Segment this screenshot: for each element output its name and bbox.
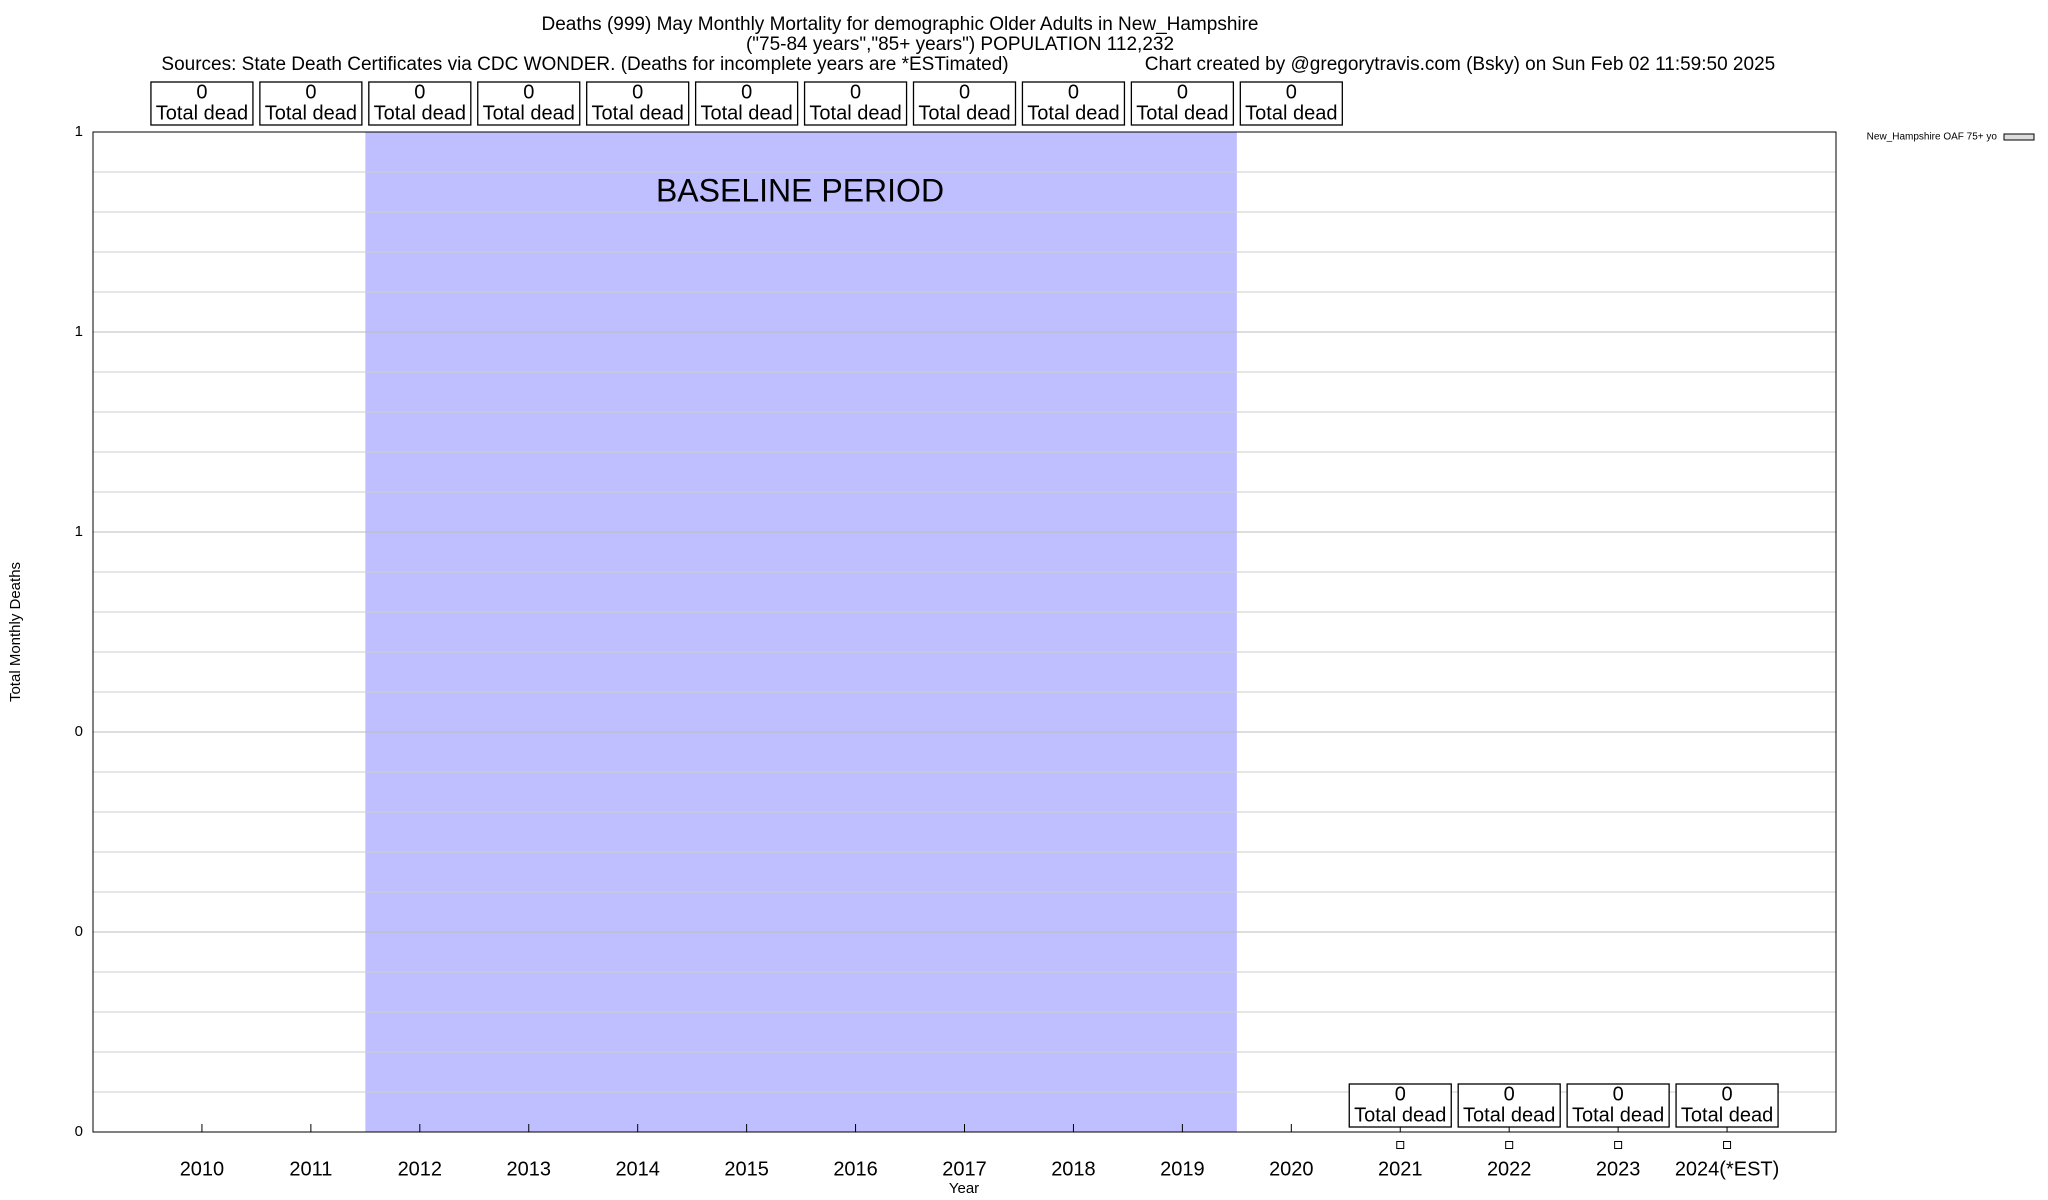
baseline-total-box (1239, 81, 1343, 126)
baseline-region (365, 132, 1237, 1132)
y-tick-label: 0 (75, 723, 83, 740)
baseline-total-value: 0 (850, 81, 861, 103)
baseline-total-value: 0 (1286, 81, 1297, 103)
baseline-total-text: Total dead (918, 102, 1010, 124)
baseline-total-text: Total dead (1027, 102, 1119, 124)
x-axis-label: Year (949, 1180, 979, 1197)
x-tick-label: 2013 (507, 1158, 552, 1180)
baseline-label: BASELINE PERIOD (656, 172, 944, 208)
x-tick-label: 2017 (942, 1158, 987, 1180)
y-axis-label: Total Monthly Deaths (7, 562, 24, 702)
value-label-value: 0 (1504, 1083, 1515, 1105)
point (1396, 1141, 1405, 1149)
value-label-box (1457, 1083, 1561, 1128)
value-label-box (1675, 1083, 1779, 1128)
baseline-total-text: Total dead (1245, 102, 1337, 124)
chart-title: Deaths (999) May Monthly Mortality for d… (541, 14, 1258, 35)
x-tick-label: 2015 (724, 1158, 769, 1180)
y-tick-label: 0 (75, 923, 83, 940)
baseline-total-text: Total dead (156, 102, 248, 124)
x-tick-label: 2018 (1051, 1158, 1096, 1180)
baseline-total-box (1021, 81, 1126, 126)
baseline-total-value: 0 (305, 81, 316, 103)
baseline-total-value: 0 (632, 81, 643, 103)
y-tick-label: 1 (75, 323, 83, 340)
baseline-total-box (477, 81, 581, 126)
baseline-total-text: Total dead (700, 102, 792, 124)
baseline-total-box (368, 81, 472, 126)
value-label-text: Total dead (1354, 1104, 1446, 1126)
x-tick-label: 2024(*EST) (1675, 1158, 1780, 1180)
baseline-total-value: 0 (523, 81, 534, 103)
y-tick-label: 1 (75, 123, 83, 140)
x-tick-label: 2011 (289, 1158, 332, 1180)
baseline-total-box (803, 81, 908, 126)
baseline-total-text: Total dead (483, 102, 575, 124)
baseline-total-box (912, 81, 1017, 126)
legend-label: New_Hampshire OAF 75+ yo (1867, 132, 1998, 143)
value-label-value: 0 (1722, 1083, 1733, 1105)
baseline-total-box (586, 81, 690, 126)
legend-swatch (2003, 133, 2035, 141)
point (1614, 1141, 1623, 1149)
value-label-text: Total dead (1681, 1104, 1773, 1126)
x-tick-label: 2012 (398, 1158, 443, 1180)
credit: Chart created by @gregorytravis.com (Bsk… (1145, 54, 1775, 75)
value-label-value: 0 (1395, 1083, 1406, 1105)
source: Sources: State Death Certificates via CD… (161, 54, 1008, 75)
y-tick-label: 1 (75, 523, 83, 540)
x-tick-label: 2016 (833, 1158, 878, 1180)
baseline-total-value: 0 (196, 81, 207, 103)
baseline-total-value: 0 (414, 81, 425, 103)
x-tick-label: 2014 (615, 1158, 660, 1180)
baseline-total-text: Total dead (1136, 102, 1228, 124)
baseline-total-box (259, 81, 363, 126)
baseline-total-value: 0 (959, 81, 970, 103)
baseline-total-text: Total dead (809, 102, 901, 124)
point (1505, 1141, 1514, 1149)
value-label-box (1566, 1083, 1670, 1128)
baseline-total-box (694, 81, 799, 126)
x-tick-label: 2019 (1160, 1158, 1205, 1180)
x-tick-label: 2023 (1596, 1158, 1641, 1180)
baseline-total-value: 0 (1177, 81, 1188, 103)
y-tick-label: 0 (75, 1123, 83, 1140)
x-tick-label: 2022 (1487, 1158, 1532, 1180)
value-label-value: 0 (1613, 1083, 1624, 1105)
x-tick-label: 2020 (1269, 1158, 1314, 1180)
baseline-total-box (1130, 81, 1235, 126)
value-label-text: Total dead (1463, 1104, 1555, 1126)
point (1723, 1141, 1732, 1149)
value-label-text: Total dead (1572, 1104, 1664, 1126)
baseline-total-value: 0 (741, 81, 752, 103)
baseline-total-text: Total dead (374, 102, 466, 124)
x-tick-label: 2010 (180, 1158, 225, 1180)
baseline-total-value: 0 (1068, 81, 1079, 103)
baseline-total-box (150, 81, 254, 126)
x-tick-label: 2021 (1378, 1158, 1423, 1180)
chart-subtitle: ("75-84 years","85+ years") POPULATION 1… (746, 34, 1174, 55)
baseline-total-text: Total dead (265, 102, 357, 124)
value-label-box (1348, 1083, 1452, 1128)
baseline-total-text: Total dead (592, 102, 684, 124)
